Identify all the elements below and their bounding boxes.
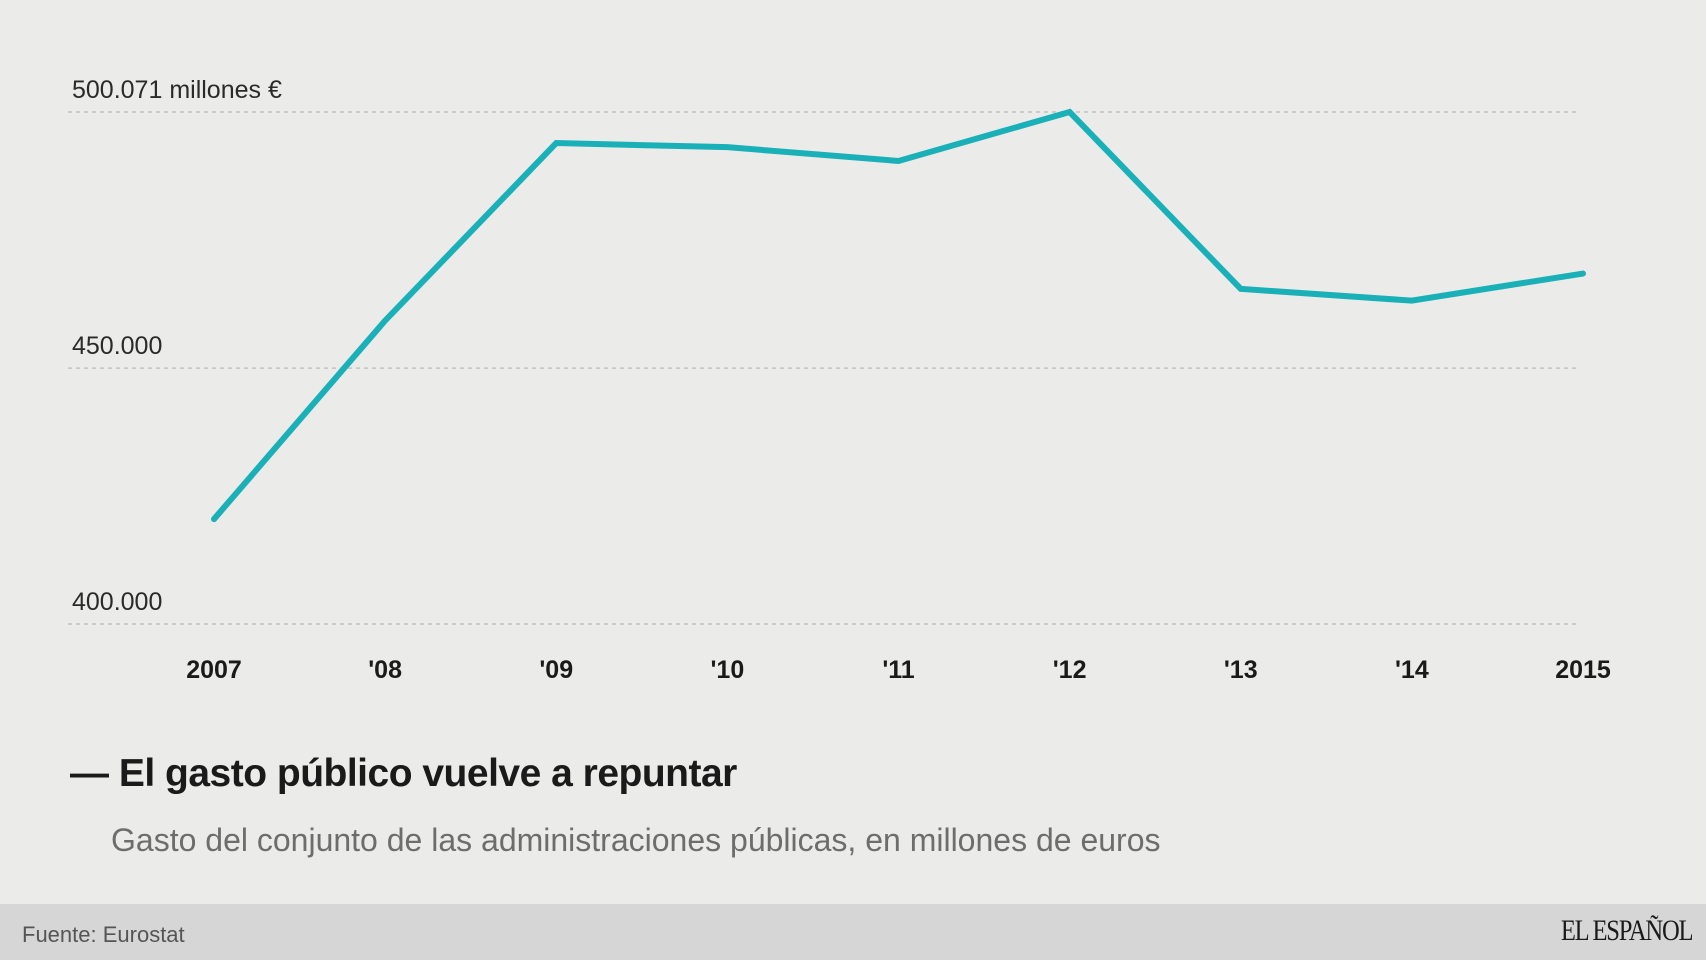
x-tick-labels: 2007 '08 '09 '10 '11 '12 '13 '14 2015 — [186, 656, 1611, 684]
x-tick-label: '13 — [1224, 656, 1258, 684]
x-tick-label: '11 — [882, 656, 914, 684]
x-tick-label: 2015 — [1555, 656, 1611, 684]
x-tick-label: '08 — [368, 656, 402, 684]
x-tick-label: '14 — [1395, 656, 1429, 684]
x-tick-label: 2007 — [186, 656, 242, 684]
source-note: Fuente: Eurostat — [22, 922, 185, 947]
chart-title-text: El gasto público vuelve a repuntar — [118, 752, 738, 795]
y-tick-label: 400.000 — [72, 588, 162, 616]
line-chart: 500.071 millones € 450.000 400.000 2007 '08… — [68, 76, 1611, 684]
series-layer — [211, 108, 1586, 523]
chart-subtitle: Gasto del conjunto de las administracion… — [111, 822, 1161, 858]
chart-title: — El gasto público vuelve a repuntar — [70, 752, 738, 795]
footer-bar: Fuente: Eurostat EL ESPAÑOL — [0, 904, 1706, 960]
brand-logo: EL ESPAÑOL — [1560, 914, 1694, 947]
y-tick-label: 450.000 — [72, 332, 162, 360]
x-tick-label: '10 — [710, 656, 744, 684]
title-block: — El gasto público vuelve a repuntar — [70, 752, 737, 796]
y-tick-label: 500.071 millones € — [72, 76, 282, 104]
grid-lines — [68, 111, 1580, 625]
x-tick-label: '12 — [1053, 656, 1087, 684]
series-line-0 — [211, 108, 1586, 523]
y-tick-labels: 500.071 millones € 450.000 400.000 — [72, 76, 282, 616]
x-tick-label: '09 — [539, 656, 573, 684]
